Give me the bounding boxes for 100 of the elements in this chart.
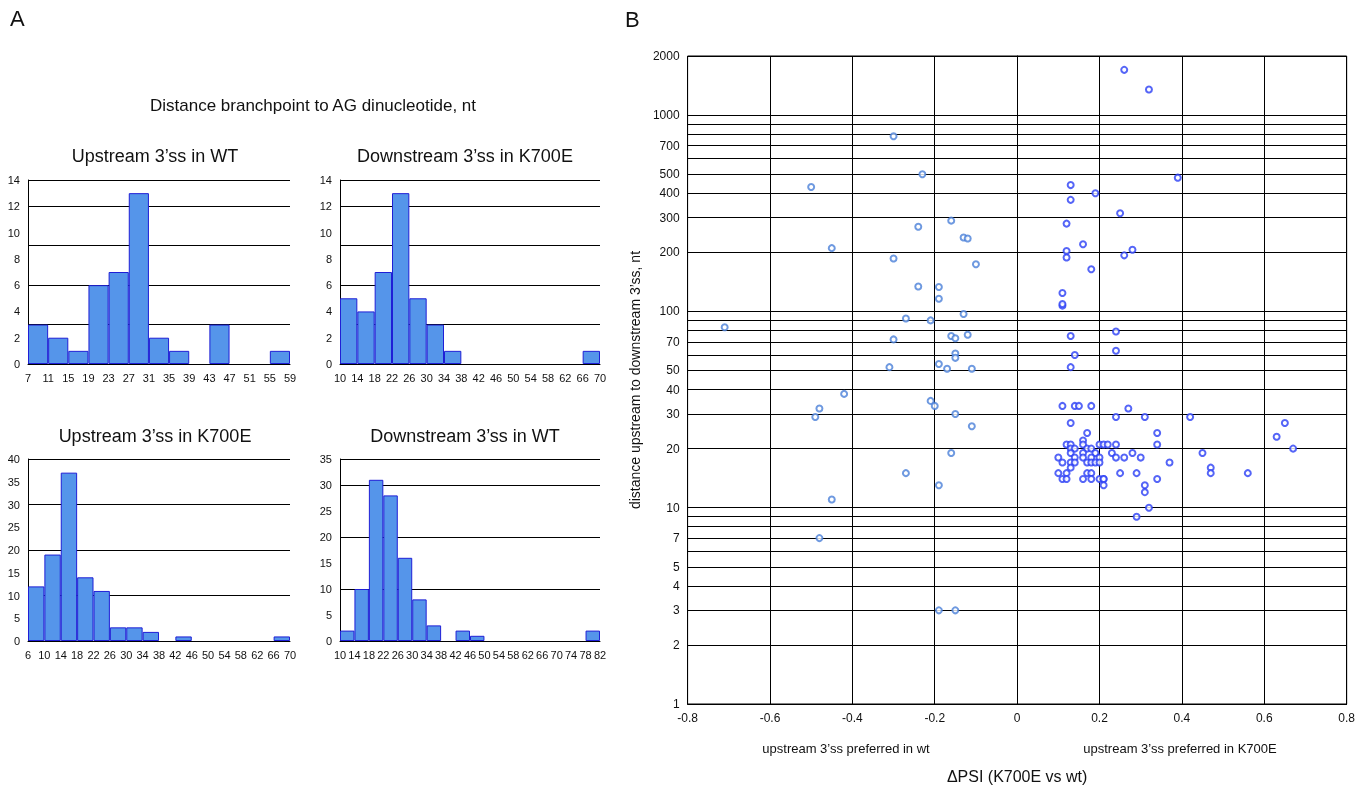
point [934, 294, 943, 303]
point [947, 216, 956, 225]
x-tick-label: 38 [455, 371, 468, 384]
point [901, 314, 910, 323]
point [807, 183, 816, 192]
point [951, 334, 960, 343]
x-tick-label: 46 [463, 648, 477, 661]
y-tick-label: 7 [672, 531, 680, 546]
x-tick-label: 34 [420, 648, 433, 661]
y-tick-label: 2000 [652, 49, 680, 63]
y-tick-label: 4 [13, 305, 20, 318]
x-tick-label: 23 [102, 371, 115, 384]
point [934, 283, 943, 292]
y-tick-label: 200 [659, 245, 680, 260]
point [914, 282, 923, 291]
x-tick-label: 0.8 [1338, 711, 1356, 725]
text: B [625, 6, 640, 32]
x-tick-label: -0.2 [924, 711, 946, 725]
x-tick-label: 14 [54, 648, 67, 661]
x-tick-label: 46 [489, 371, 503, 384]
point [885, 363, 894, 372]
y-tick-label: 12 [319, 200, 332, 213]
text: upstream 3’ss preferred in wt [762, 741, 931, 756]
x-tick-label: 50 [507, 371, 520, 384]
x-tick-label: 42 [169, 648, 182, 661]
y-tick-label: 3 [672, 603, 680, 618]
x-tick-label: -0.6 [759, 711, 781, 725]
x-tick-label: 54 [524, 371, 537, 384]
x-tick-label: 42 [449, 648, 462, 661]
point [930, 401, 939, 410]
y-tick-label: 400 [659, 186, 680, 201]
y-tick-label: 2 [13, 331, 20, 344]
y-tick-label: 1000 [652, 108, 680, 123]
x-tick-label: 30 [406, 648, 419, 661]
chart-title: Downstream 3’ss in WT [370, 426, 560, 446]
x-tick-label: 74 [564, 648, 578, 661]
point [951, 410, 960, 419]
point [918, 170, 927, 179]
point [840, 389, 849, 398]
point [901, 469, 910, 478]
y-tick-label: 30 [7, 498, 20, 511]
x-tick-label: 22 [377, 648, 390, 661]
x-tick-label: -0.4 [842, 711, 864, 725]
y-tick-label: 10 [666, 500, 680, 515]
y-tick-label: 20 [319, 531, 332, 543]
chart-title: Downstream 3’ss in K700E [357, 146, 573, 166]
point [815, 534, 824, 543]
y-tick-label: 10 [7, 226, 20, 239]
text: A [10, 6, 25, 32]
point [889, 335, 898, 344]
point [951, 606, 960, 615]
x-axis-title: ΔPSI (K700E vs wt) [946, 767, 1088, 785]
x-tick-label: 30 [420, 371, 433, 384]
x-tick-label: 39 [183, 371, 196, 384]
x-tick-label: 58 [541, 371, 555, 384]
text: Distance branchpoint to AG dinucleotide, nt [149, 96, 477, 116]
x-tick-label: 6 [24, 648, 32, 661]
y-tick-label: 4 [672, 578, 680, 593]
point [951, 353, 960, 362]
x-tick-label: 70 [550, 648, 563, 661]
y-tick-label: 2 [672, 637, 680, 652]
x-tick-label: 10 [333, 648, 347, 661]
x-tick-label: 38 [152, 648, 166, 661]
point [926, 316, 935, 325]
x-tick-label: 62 [521, 648, 534, 661]
y-tick-label: 12 [7, 200, 20, 213]
x-tick-label: 34 [437, 371, 451, 384]
x-tick-label: 18 [71, 648, 84, 661]
text: upstream 3’ss preferred in K700E [1083, 741, 1278, 756]
x-tick-label: 10 [333, 371, 347, 384]
x-tick-label: 14 [348, 648, 361, 661]
y-tick-label: 0 [13, 635, 20, 647]
y-tick-label: 35 [319, 453, 332, 465]
x-tick-label: 59 [283, 371, 297, 384]
x-tick-label: 82 [593, 648, 607, 661]
point [947, 448, 956, 457]
x-tick-label: 46 [185, 648, 198, 661]
x-tick-label: 10 [38, 648, 51, 661]
y-tick-label: 2 [325, 331, 332, 344]
x-tick-label: 22 [385, 371, 399, 384]
point [914, 222, 923, 231]
x-tick-label: 62 [251, 648, 264, 661]
y-tick-label: 300 [659, 210, 680, 225]
x-tick-label: 50 [478, 648, 491, 661]
y-tick-label: 500 [659, 167, 680, 182]
y-tick-label: 15 [7, 566, 20, 579]
x-tick-label: 15 [62, 371, 75, 384]
y-tick-label: 6 [13, 279, 20, 292]
x-tick-label: 26 [403, 371, 416, 384]
point [963, 234, 972, 243]
x-tick-label: 43 [203, 371, 216, 384]
x-tick-label: 18 [362, 648, 376, 661]
y-tick-label: 5 [672, 559, 680, 574]
point [827, 495, 836, 504]
x-tick-label: 26 [103, 648, 116, 661]
x-tick-label: 66 [576, 371, 589, 384]
y-tick-label: 0 [325, 358, 332, 370]
x-tick-label: 26 [391, 648, 404, 661]
x-tick-label: 31 [142, 371, 156, 384]
y-tick-label: 700 [659, 138, 680, 153]
